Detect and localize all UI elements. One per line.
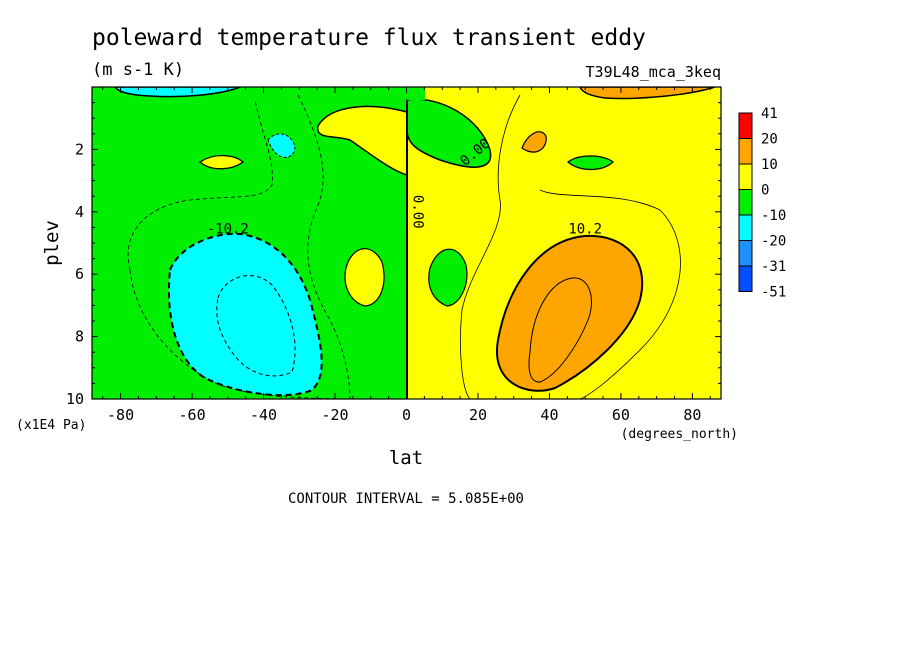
x-tick-label: 0	[402, 406, 411, 424]
y-tick-label: 6	[75, 265, 84, 283]
region-top-right-orange	[579, 87, 716, 100]
contour-neg-outer	[127, 99, 351, 399]
y-tick-label: 4	[75, 203, 84, 221]
x-axis-units: (degrees_north)	[621, 427, 738, 442]
chart-title: poleward temperature flux transient eddy	[92, 25, 646, 51]
legend-label: 0	[761, 183, 769, 199]
contour-orange-inner	[528, 277, 592, 383]
contour-interval-note: CONTOUR INTERVAL = 5.085E+00	[288, 491, 524, 507]
color-legend: 41 20 10 0 -10 -20 -31 -51	[738, 106, 786, 301]
legend-swatch	[738, 163, 753, 190]
x-tick-label: -80	[107, 406, 134, 424]
island-orange-small	[521, 131, 547, 153]
contour-pos-outer	[460, 94, 681, 399]
island-green-mid	[428, 248, 468, 307]
legend-label: -31	[761, 259, 786, 275]
y-tick-label: 10	[66, 390, 84, 408]
contour-neg-mid	[297, 94, 351, 399]
island-yellow-mid	[344, 248, 385, 307]
y-tick-label: 8	[75, 328, 84, 346]
axis-ticks	[92, 87, 721, 400]
legend-label: -20	[761, 234, 786, 250]
x-tick-label: 60	[612, 406, 630, 424]
legend-label: 10	[761, 157, 778, 173]
region-cyan-large	[167, 232, 323, 397]
legend-swatch	[738, 112, 753, 139]
legend-label: -51	[761, 285, 786, 301]
island-yellow-left	[198, 155, 244, 170]
y-axis-label: plev	[41, 220, 63, 266]
chart-units: (m s-1 K)	[92, 60, 184, 80]
legend-swatch	[738, 189, 753, 216]
region-negative-upper	[406, 98, 492, 168]
run-label: T39L48_mca_3keq	[586, 63, 721, 81]
y-axis-units: (x1E4 Pa)	[16, 418, 86, 433]
contour-field	[92, 87, 721, 399]
x-tick-label: -20	[321, 406, 348, 424]
contour-cyan-inner	[216, 275, 296, 377]
x-tick-label: 40	[540, 406, 558, 424]
x-tick-label: -40	[250, 406, 277, 424]
legend-label: 41	[761, 106, 778, 122]
y-tick-labels: 2 4 6 8 10	[66, 140, 84, 408]
legend-swatch	[738, 265, 753, 292]
x-tick-label: 20	[469, 406, 487, 424]
region-top-left-cyan	[114, 87, 241, 98]
x-tick-label: -60	[179, 406, 206, 424]
region-negative-top-strip	[407, 87, 425, 100]
contour-label: 10.2	[568, 222, 602, 238]
legend-swatch	[738, 240, 753, 267]
legend-swatch	[738, 138, 753, 165]
x-tick-label: 80	[683, 406, 701, 424]
contour-label: 0.00	[410, 195, 426, 229]
legend-label: -10	[761, 208, 786, 224]
region-positive-north-upper	[317, 105, 408, 177]
island-cyan-small	[267, 133, 296, 158]
legend-swatch	[738, 214, 753, 241]
x-tick-labels: -80 -60 -40 -20 0 20 40 60 80	[107, 406, 701, 424]
legend-label: 20	[761, 132, 778, 148]
island-green-right	[567, 155, 614, 171]
x-axis-label: lat	[389, 447, 423, 469]
contour-label: -10.2	[207, 222, 249, 238]
region-orange-large	[495, 234, 644, 392]
y-tick-label: 2	[75, 140, 84, 158]
